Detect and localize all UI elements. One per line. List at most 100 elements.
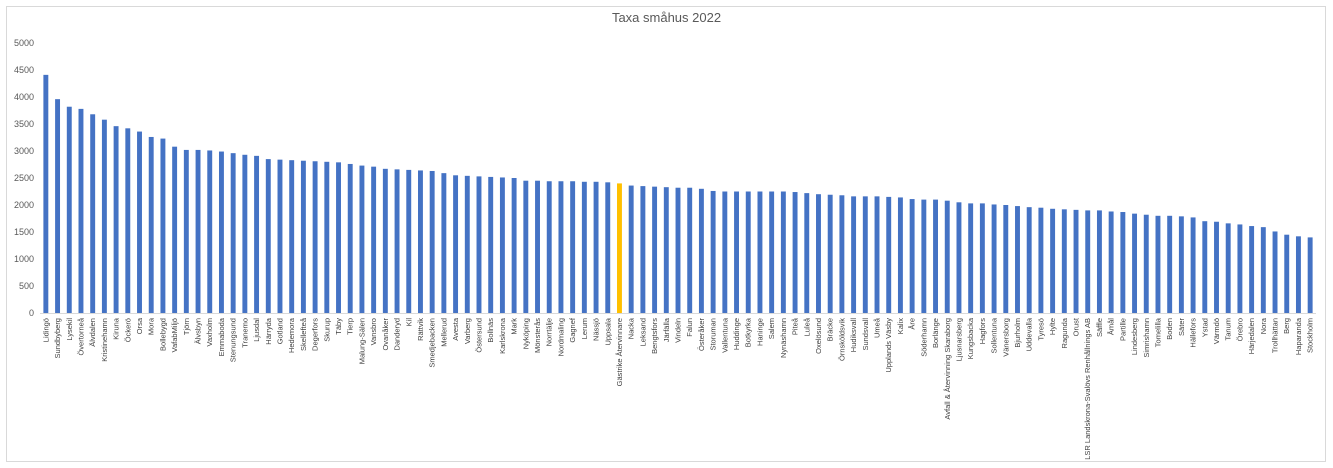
- bar: [909, 199, 915, 313]
- bar: [300, 160, 306, 313]
- x-tick-label: Berg: [1282, 318, 1291, 334]
- bar: [429, 170, 435, 313]
- bar: [1284, 234, 1290, 313]
- bar: [1272, 231, 1278, 313]
- x-tick-label: Oxelösund: [814, 318, 823, 354]
- bar: [1307, 237, 1313, 313]
- x-tick-label: Örebro: [1235, 318, 1244, 341]
- x-tick-label: Säter: [1177, 318, 1186, 336]
- bar: [535, 180, 540, 313]
- x-tick-label: Uppsala: [603, 317, 612, 345]
- x-tick-label: Tranemo: [240, 318, 249, 348]
- x-tick-label: Mora: [147, 317, 156, 335]
- bar: [382, 168, 388, 313]
- x-tick-label: Malung-Sälen: [357, 318, 366, 364]
- bar: [710, 190, 716, 313]
- bar: [851, 196, 857, 313]
- x-tick-label: Bengtsfors: [650, 318, 659, 354]
- bar: [1237, 224, 1243, 313]
- x-tick-label: Gagnef: [568, 317, 577, 343]
- x-tick-label: Tyresö: [1036, 318, 1045, 341]
- bar: [816, 194, 821, 313]
- bar: [464, 175, 470, 313]
- bar: [359, 165, 365, 313]
- bar: [769, 191, 775, 313]
- x-tick-label: Uddevalla: [1025, 317, 1034, 351]
- bar: [406, 169, 412, 313]
- x-tick-label: Vallentuna: [720, 317, 729, 353]
- x-tick-label: Täby: [334, 318, 343, 335]
- bar: [734, 191, 739, 313]
- bar: [488, 176, 494, 313]
- bar: [593, 181, 599, 313]
- x-tick-label: Härryda: [264, 317, 273, 345]
- y-tick-label: 4000: [14, 92, 34, 102]
- bar: [886, 196, 892, 313]
- bar: [827, 194, 833, 313]
- bar: [605, 182, 611, 313]
- x-tick-label: Sundbyberg: [53, 318, 62, 358]
- bar: [230, 153, 236, 313]
- y-tick-label: 4500: [14, 65, 34, 75]
- bar: [1108, 211, 1114, 313]
- bar: [1167, 215, 1173, 313]
- bar: [324, 161, 330, 313]
- x-tick-label: Lidingö: [41, 318, 50, 342]
- bar: [453, 175, 459, 313]
- bar: [1295, 236, 1301, 313]
- bar: [558, 181, 564, 313]
- y-tick-label: 2000: [14, 200, 34, 210]
- x-tick-label: Öckerö: [123, 318, 132, 342]
- x-tick-label: Mönsterås: [533, 318, 542, 353]
- bar: [617, 183, 622, 313]
- bar: [1249, 226, 1255, 313]
- bar: [242, 154, 248, 313]
- bar: [160, 138, 166, 313]
- bar: [1143, 214, 1149, 313]
- x-tick-label: Vindeln: [674, 318, 683, 343]
- x-tick-label: Botkyrka: [744, 317, 753, 347]
- bar: [1015, 206, 1020, 313]
- bar: [371, 166, 377, 313]
- x-tick-label: Örnsköldsvik: [837, 318, 846, 361]
- bar: [757, 191, 763, 313]
- y-tick-label: 500: [19, 281, 34, 291]
- x-tick-label: Söderhamn: [919, 318, 928, 357]
- bar: [418, 170, 423, 313]
- x-tick-label: Kalix: [896, 318, 905, 335]
- x-tick-label: Piteå: [791, 317, 800, 335]
- x-tick-label: Emmaboda: [217, 317, 226, 356]
- x-tick-label: Nacka: [627, 317, 636, 339]
- bar: [745, 191, 751, 313]
- x-tick-label: Älvsbyn: [194, 318, 203, 344]
- bar: [137, 131, 142, 313]
- bar: [1120, 212, 1126, 313]
- bar: [172, 146, 178, 313]
- x-tick-label: Hudiksvall: [849, 318, 858, 353]
- x-tick-label: Nynäshamn: [779, 318, 788, 358]
- x-tick-label: Kil: [404, 318, 413, 327]
- x-tick-label: Avfall & Återvinning Skaraborg: [943, 318, 952, 420]
- bar: [1132, 213, 1138, 313]
- bar: [921, 199, 927, 313]
- x-tick-label: Skurup: [322, 318, 331, 342]
- x-tick-label: Åre: [908, 318, 917, 330]
- bar: [1038, 207, 1044, 313]
- y-tick-label: 5000: [14, 38, 34, 48]
- bar: [897, 197, 903, 313]
- x-tick-label: Tomelilla: [1153, 317, 1162, 347]
- x-tick-label: Åmål: [1107, 318, 1116, 335]
- x-tick-label: Leksand: [638, 318, 647, 346]
- x-tick-label: Umeå: [873, 317, 882, 338]
- bar: [113, 126, 119, 313]
- bar: [1178, 216, 1184, 313]
- bar: [347, 163, 353, 313]
- x-tick-label: Salem: [767, 318, 776, 339]
- bar: [804, 193, 810, 313]
- x-tick-label: Haparanda: [1294, 317, 1303, 355]
- x-tick-label: Nyköping: [521, 318, 530, 349]
- bar: [66, 106, 72, 313]
- x-tick-label: Ljusnarsberg: [954, 318, 963, 361]
- x-tick-label: Falun: [685, 318, 694, 337]
